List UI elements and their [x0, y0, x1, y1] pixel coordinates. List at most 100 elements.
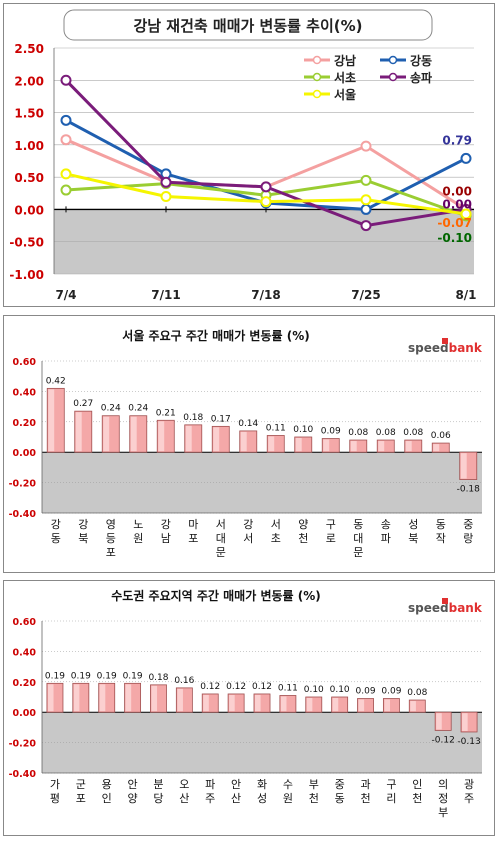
category-label-char: 리: [386, 792, 396, 805]
bar-value-label: 0.42: [46, 376, 66, 386]
series-point-3: [260, 181, 272, 193]
category-label-char: 광: [464, 778, 474, 791]
bar-highlight-5: [185, 425, 192, 452]
bar-highlight-9: [295, 438, 302, 452]
y-tick-label: 0.40: [13, 647, 37, 658]
category-label-char: 동: [51, 532, 61, 545]
category-label-char: 파: [205, 778, 215, 791]
category-label-char: 천: [412, 791, 422, 805]
category-label-char: 대: [216, 532, 226, 545]
category-label-char: 작: [436, 532, 446, 545]
y-tick-label: -0.20: [9, 739, 37, 750]
legend-label: 서초: [334, 70, 356, 85]
y-tick-label: -0.50: [9, 236, 44, 250]
category-label-char: 포: [76, 792, 86, 805]
y-tick-label: 1.50: [14, 107, 44, 121]
category-label-char: 로: [326, 532, 336, 545]
y-tick-label: 2.00: [14, 74, 44, 88]
category-label-char: 분: [153, 778, 163, 791]
category-label-char: 대: [353, 532, 363, 545]
category-label-char: 과: [360, 778, 370, 791]
category-label-char: 강: [243, 518, 253, 531]
category-label-char: 문: [353, 546, 363, 559]
bar-value-label: 0.10: [330, 685, 350, 695]
category-label-char: 용: [102, 778, 112, 791]
bar-value-label: -0.13: [457, 737, 480, 747]
category-label-char: 양: [128, 792, 138, 805]
category-label-char: 강: [78, 518, 88, 531]
category-label-char: 수: [283, 778, 293, 791]
y-tick-label: -0.40: [9, 509, 37, 520]
bar-value-label: -0.12: [432, 735, 455, 745]
category-label-char: 주: [205, 792, 215, 805]
category-label-char: 평: [50, 792, 60, 805]
gangnam-reconstruction-line-chart: 강남 재건축 매매가 변동률 추이(%) 2.50 2.00 1.50 1.00 0.50…: [9, 9, 477, 302]
category-label-char: 북: [78, 532, 88, 545]
bar-highlight-5: [177, 688, 183, 712]
bar-value-label: 0.24: [128, 404, 148, 414]
bar-14: [431, 442, 450, 453]
legend-label: 강남: [334, 53, 356, 68]
series-point-4: [460, 208, 472, 220]
category-label-char: 안: [128, 778, 138, 791]
series-point-4: [160, 191, 172, 203]
category-label-char: 북: [408, 532, 418, 545]
bar-highlight-8: [254, 694, 261, 712]
speedbank-logo-mark: [442, 338, 448, 344]
bar-value-label: 0.19: [71, 671, 91, 681]
bar-value-label: 0.17: [211, 414, 231, 424]
bar-highlight-11: [350, 441, 357, 452]
x-tick-label: 7/18: [251, 288, 280, 302]
legend-marker-1: [388, 55, 398, 65]
series-point-4: [60, 168, 72, 180]
bar-highlight-2: [99, 684, 106, 712]
bar-highlight-6: [203, 694, 209, 712]
y-tick-label: 0.40: [13, 387, 37, 398]
category-label-char: 구: [386, 778, 396, 791]
y-tick-label: 0.60: [13, 617, 37, 628]
category-label-char: 주: [464, 792, 474, 805]
bar-value-label: 0.09: [356, 687, 376, 697]
category-label-char: 인: [412, 778, 422, 791]
category-label-char: 부: [309, 778, 319, 791]
bar-highlight-0: [47, 684, 54, 712]
category-label-char: 동: [335, 792, 345, 805]
category-label-char: 안: [231, 778, 241, 791]
bar-value-label: 0.19: [97, 671, 117, 681]
y-tick-label: 0.20: [13, 418, 37, 429]
capital-region-bar-chart: 수도권 주요지역 주간 매매가 변동률 (%) speedbank 0.60 0.40…: [9, 588, 483, 819]
series-point-1: [460, 152, 472, 164]
legend-label: 송파: [410, 70, 432, 85]
y-tick-label: -0.40: [9, 769, 37, 780]
series-point-0: [360, 140, 372, 152]
category-label-char: 남: [161, 532, 171, 545]
bar-highlight-14: [410, 701, 416, 712]
category-label-char: 오: [179, 778, 189, 791]
bar-highlight-14: [433, 444, 440, 452]
end-value-label: -0.10: [437, 231, 472, 245]
series-point-1: [360, 203, 372, 215]
bar-value-label: 0.19: [123, 671, 143, 681]
category-label-char: 초: [271, 532, 281, 545]
bar-value-label: 0.18: [183, 413, 203, 423]
gangnam-reconstruction-trend-panel: 강남 재건축 매매가 변동률 추이(%) 2.50 2.00 1.50 1.00 0.50…: [3, 3, 495, 307]
x-tick-label: 7/11: [151, 288, 180, 302]
bar-highlight-11: [332, 698, 339, 712]
seoul-district-bar-chart: 서울 주요구 주간 매매가 변동률 (%) speedbank 0.60 0.40 0.…: [9, 328, 483, 559]
bar-value-label: 0.08: [403, 428, 423, 438]
category-label-char: 양: [298, 518, 308, 531]
y-tick-label: -1.00: [9, 268, 44, 282]
bar-value-label: 0.11: [266, 423, 286, 433]
legend-label: 서울: [334, 87, 356, 102]
category-label-char: 강: [161, 518, 171, 531]
category-label-char: 파: [381, 532, 391, 545]
series-point-3: [60, 74, 72, 86]
bar-highlight-2: [103, 416, 110, 452]
bar-value-label: 0.08: [348, 428, 368, 438]
category-label-char: 당: [153, 792, 163, 805]
bar-highlight-10: [306, 698, 313, 712]
bar-value-label: 0.18: [148, 673, 168, 683]
series-point-2: [360, 174, 372, 186]
speedbank-logo: speedbank: [408, 341, 483, 355]
legend-label: 강동: [410, 54, 432, 68]
